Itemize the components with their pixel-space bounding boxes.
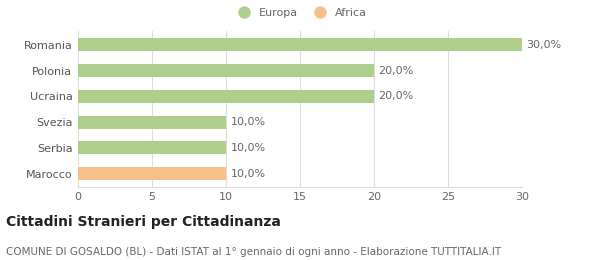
- Bar: [78, 167, 226, 180]
- Text: 30,0%: 30,0%: [526, 40, 562, 50]
- Bar: [78, 90, 374, 103]
- Text: 10,0%: 10,0%: [230, 143, 266, 153]
- Legend: Europa, Africa: Europa, Africa: [229, 4, 371, 23]
- Text: 10,0%: 10,0%: [230, 117, 266, 127]
- Text: 20,0%: 20,0%: [379, 91, 413, 101]
- Bar: [78, 141, 226, 154]
- Text: Cittadini Stranieri per Cittadinanza: Cittadini Stranieri per Cittadinanza: [6, 215, 281, 229]
- Text: 20,0%: 20,0%: [379, 66, 413, 75]
- Bar: [78, 64, 374, 77]
- Text: 10,0%: 10,0%: [230, 169, 266, 179]
- Bar: [78, 38, 522, 51]
- Text: COMUNE DI GOSALDO (BL) - Dati ISTAT al 1° gennaio di ogni anno - Elaborazione TU: COMUNE DI GOSALDO (BL) - Dati ISTAT al 1…: [6, 247, 501, 257]
- Bar: [78, 116, 226, 128]
